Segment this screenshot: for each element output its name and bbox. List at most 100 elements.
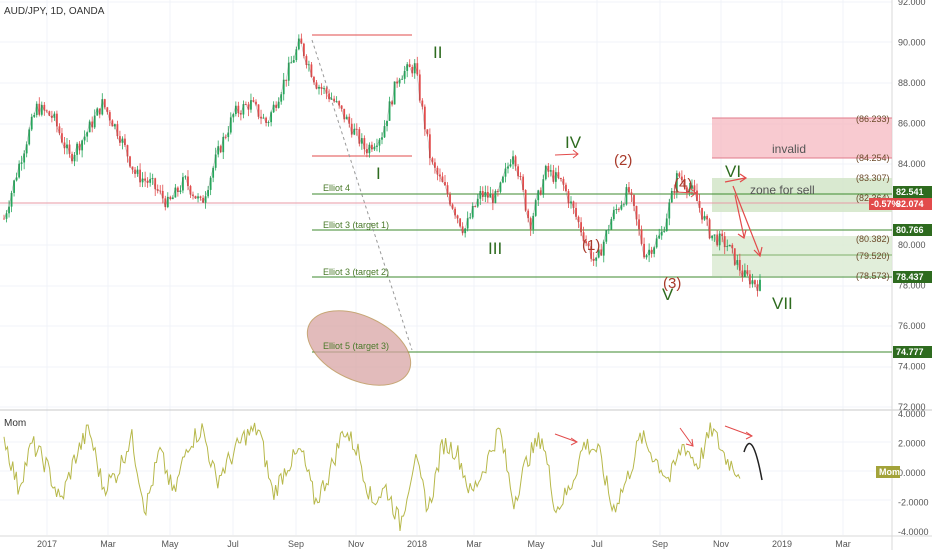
candle-body (615, 209, 618, 211)
candle-body (504, 168, 507, 177)
candle-body (607, 229, 610, 231)
time-tick-label: Nov (713, 539, 730, 549)
candle-body (217, 146, 220, 155)
momentum-projection (743, 442, 763, 481)
candle-body (751, 280, 754, 285)
candle-body (255, 101, 257, 105)
candle-body (703, 215, 706, 220)
invalid-zone[interactable] (712, 118, 892, 158)
candle-body (338, 101, 341, 106)
candle-body (491, 193, 494, 204)
wave-label-4: IV (565, 133, 582, 152)
price-axis[interactable]: 92.00090.00088.00086.00084.00082.00080.0… (898, 0, 926, 412)
candle-body (295, 49, 298, 61)
candle-body (214, 154, 217, 168)
candle-body (416, 63, 419, 75)
wave-label-7: VII (772, 294, 793, 313)
candle-body (116, 124, 119, 137)
candle-body (701, 207, 703, 220)
momentum-axis[interactable]: 4.0000 2.0000 0.0000 -2.0000 -4.0000 (898, 409, 929, 537)
candle-body (91, 121, 94, 128)
target-ellipse[interactable] (296, 296, 423, 400)
candle-body (3, 218, 5, 220)
candle-body (154, 178, 157, 190)
candle-body (139, 169, 141, 183)
momentum-tick-label: 4.0000 (898, 409, 926, 419)
elliot-5-target-3-label: Elliot 5 (target 3) (323, 341, 389, 351)
candle-body (76, 143, 78, 155)
candle-body (265, 117, 267, 123)
candle-body (310, 64, 313, 77)
bracket-83307: (83.307) (856, 173, 890, 183)
candle-body (436, 167, 439, 175)
candle-body (718, 233, 721, 246)
candle-body (738, 260, 741, 271)
candle-body (144, 178, 147, 181)
candle-body (552, 170, 555, 182)
candle-body (250, 100, 252, 110)
candle-body (688, 188, 691, 193)
candle-body (743, 270, 746, 277)
subwave-label-1: (1) (582, 237, 600, 254)
candle-body (716, 234, 719, 246)
candle-body (648, 249, 651, 256)
candle-body (343, 108, 346, 120)
candle-body (119, 136, 121, 143)
candle-body (161, 190, 164, 199)
dotted-connector[interactable] (311, 39, 413, 351)
candle-body (383, 126, 386, 138)
candle-body (393, 81, 396, 105)
candle-body (706, 215, 708, 220)
candle-body (363, 138, 366, 150)
candle-body (290, 62, 293, 64)
price-tick-label: 86.000 (898, 119, 926, 129)
sell-zone-label: zone for sell (750, 183, 815, 197)
sell-zone[interactable] (712, 178, 892, 212)
candle-body (577, 216, 580, 223)
badge-82541 (893, 186, 932, 198)
candle-body (686, 187, 688, 193)
candle-body (605, 230, 608, 242)
candle-body (461, 226, 464, 234)
time-axis[interactable]: 2017 Mar May Jul Sep Nov 2018 Mar May Jul Sep Nov 20… (37, 539, 851, 549)
candle-body (489, 193, 492, 198)
candle-body (645, 255, 648, 258)
candle-body (368, 144, 371, 154)
candle-body (353, 128, 356, 135)
wave-label-3: III (488, 239, 502, 258)
price-tick-label: 80.000 (898, 240, 926, 250)
price-tick-label: 76.000 (898, 321, 926, 331)
candle-body (580, 222, 582, 233)
candle-body (28, 129, 31, 145)
candle-body (207, 189, 210, 197)
candle-body (441, 176, 444, 183)
subwave-label-2: (2) (614, 152, 632, 169)
candle-body (106, 107, 109, 113)
candle-body (507, 166, 509, 169)
candle-body (418, 74, 421, 101)
candle-body (229, 117, 232, 133)
candle-body (96, 108, 99, 116)
elliot-4-label: Elliot 4 (323, 183, 350, 193)
candle-body (479, 191, 482, 199)
candle-body (270, 112, 273, 123)
candle-body (171, 197, 174, 200)
candle-body (330, 98, 333, 100)
candle-body (532, 215, 535, 230)
forecast-arrows (724, 173, 763, 258)
candle-body (562, 179, 565, 185)
candle-body (297, 38, 300, 50)
candle-body (35, 103, 38, 116)
candle-body (156, 189, 159, 191)
price-tick-label: 92.000 (898, 0, 926, 7)
candle-body (423, 106, 426, 130)
candle-body (204, 196, 207, 203)
candle-body (88, 121, 91, 133)
candle-body (683, 180, 686, 188)
time-tick-label: Sep (652, 539, 668, 549)
candle-body (333, 98, 336, 102)
candle-body (131, 166, 134, 170)
candle-body (484, 191, 487, 197)
wave-label-1: I (376, 164, 381, 183)
